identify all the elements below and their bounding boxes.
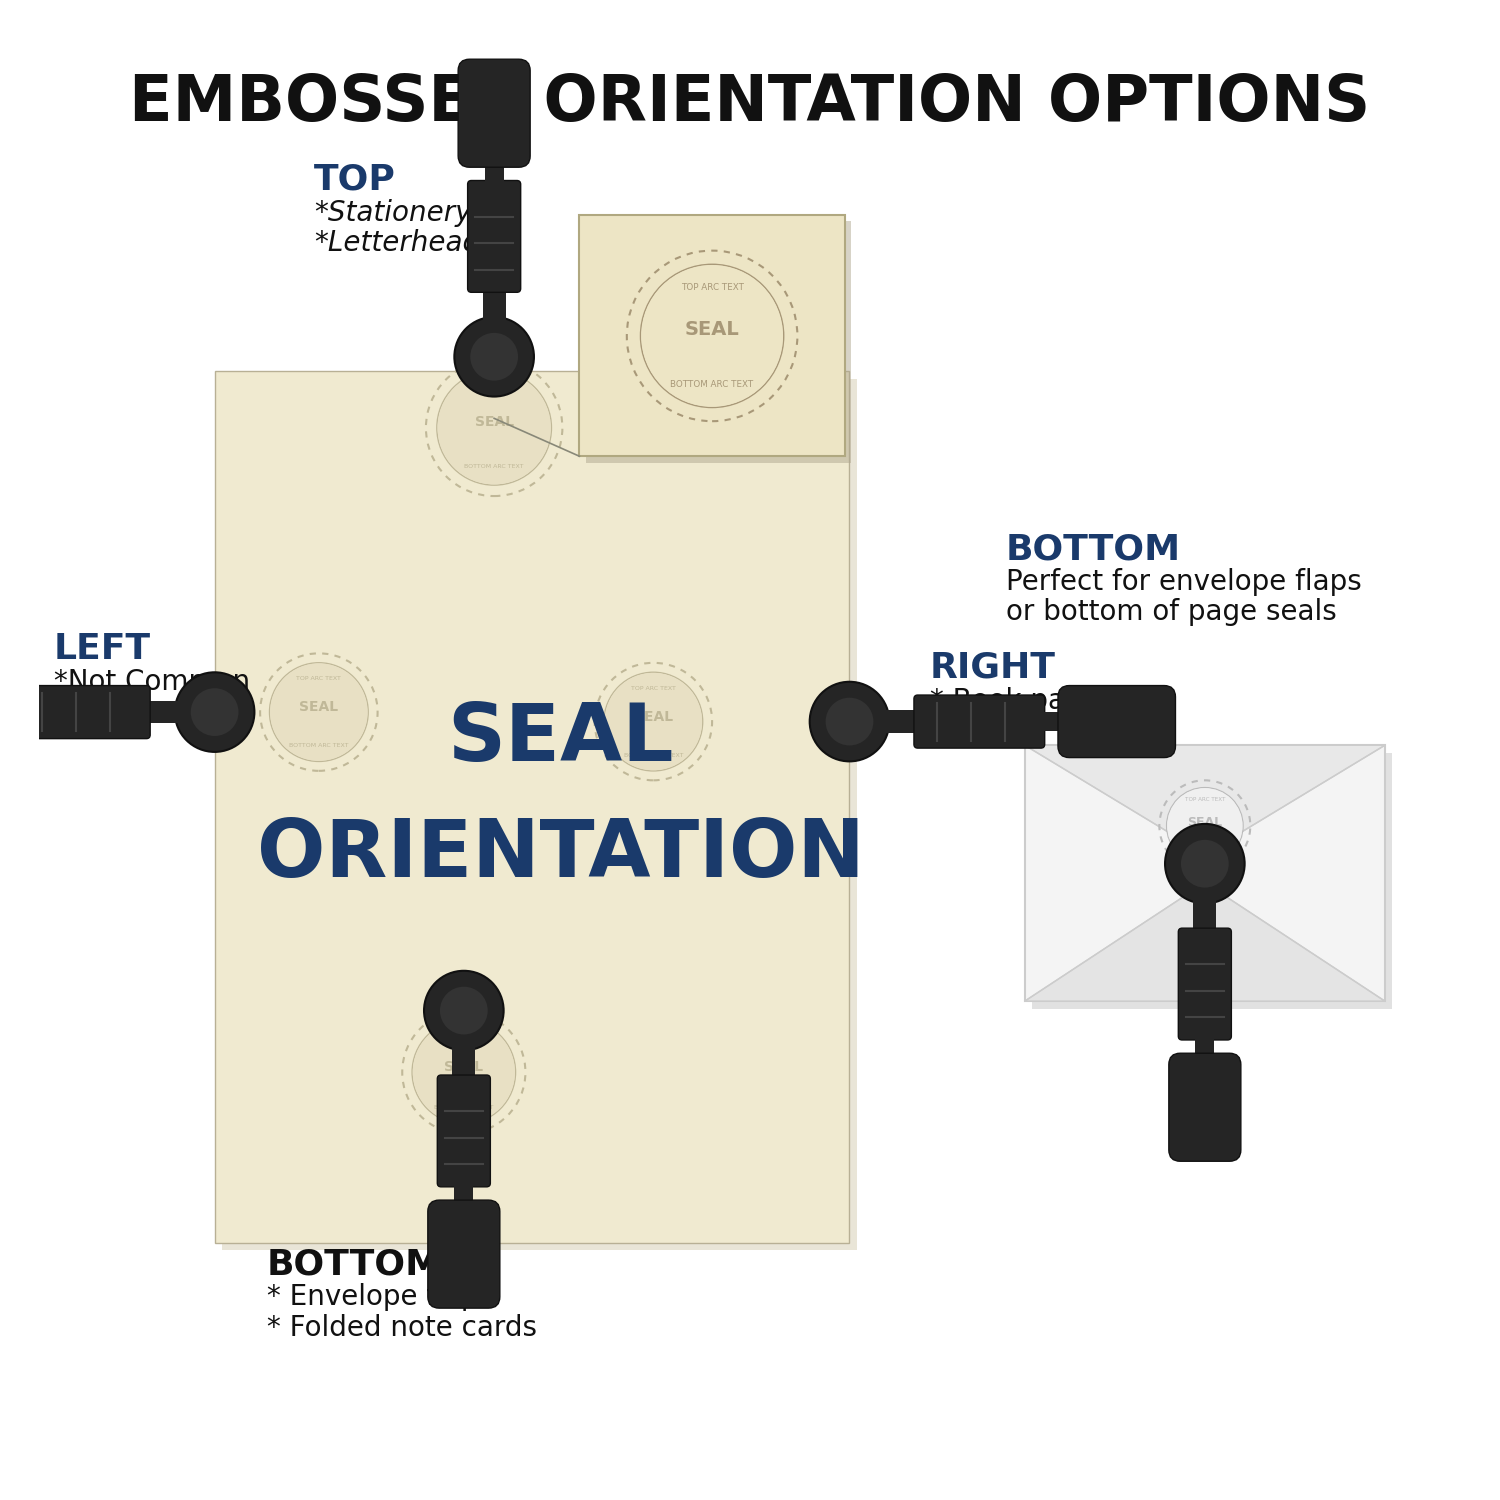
Circle shape xyxy=(440,987,488,1035)
Circle shape xyxy=(1180,840,1228,888)
FancyBboxPatch shape xyxy=(427,1200,500,1308)
Circle shape xyxy=(270,663,368,760)
Bar xyxy=(454,1184,474,1212)
Circle shape xyxy=(825,698,873,746)
Text: BOTTOM ARC TEXT: BOTTOM ARC TEXT xyxy=(1178,849,1231,853)
Text: *Letterhead: *Letterhead xyxy=(314,230,480,256)
Text: * Folded note cards: * Folded note cards xyxy=(267,1314,537,1342)
Text: BOTTOM ARC TEXT: BOTTOM ARC TEXT xyxy=(290,742,348,748)
FancyBboxPatch shape xyxy=(20,686,150,738)
Text: BOTTOM ARC TEXT: BOTTOM ARC TEXT xyxy=(624,753,682,758)
Text: SEAL: SEAL xyxy=(474,416,513,429)
Circle shape xyxy=(176,672,255,752)
Bar xyxy=(484,156,504,184)
Text: TOP ARC TEXT: TOP ARC TEXT xyxy=(441,1035,486,1040)
Text: TOP ARC TEXT: TOP ARC TEXT xyxy=(632,686,676,690)
Polygon shape xyxy=(1024,746,1384,853)
FancyBboxPatch shape xyxy=(1058,686,1176,758)
FancyBboxPatch shape xyxy=(1168,1053,1240,1161)
Circle shape xyxy=(413,1022,515,1124)
Text: SEAL: SEAL xyxy=(300,700,339,714)
Text: *Stationery: *Stationery xyxy=(314,198,471,226)
Circle shape xyxy=(642,266,783,406)
FancyBboxPatch shape xyxy=(1179,928,1231,1040)
Text: SEAL: SEAL xyxy=(1188,816,1222,828)
Text: BOTTOM: BOTTOM xyxy=(267,1248,442,1281)
FancyBboxPatch shape xyxy=(1024,746,1384,1000)
Text: or bottom of page seals: or bottom of page seals xyxy=(1007,598,1336,627)
Polygon shape xyxy=(1024,882,1384,1001)
Text: TOP: TOP xyxy=(314,162,396,196)
Text: * Book page: * Book page xyxy=(930,687,1100,714)
FancyBboxPatch shape xyxy=(914,694,1044,748)
Text: SEAL: SEAL xyxy=(444,1060,483,1074)
Text: SEAL: SEAL xyxy=(634,710,674,724)
Bar xyxy=(453,1046,476,1078)
Text: RIGHT: RIGHT xyxy=(930,651,1056,684)
Text: Perfect for envelope flaps: Perfect for envelope flaps xyxy=(1007,568,1362,596)
Text: * Envelope flaps: * Envelope flaps xyxy=(267,1284,492,1311)
Bar xyxy=(0,702,22,721)
Circle shape xyxy=(1167,788,1242,864)
Text: BOTTOM ARC TEXT: BOTTOM ARC TEXT xyxy=(670,380,753,388)
FancyBboxPatch shape xyxy=(468,180,520,292)
Bar xyxy=(1194,898,1216,932)
Circle shape xyxy=(454,316,534,396)
FancyBboxPatch shape xyxy=(579,214,844,456)
Text: SEAL: SEAL xyxy=(447,700,674,778)
Bar xyxy=(1041,712,1070,730)
FancyBboxPatch shape xyxy=(458,58,530,166)
Text: SEAL: SEAL xyxy=(684,320,740,339)
Bar xyxy=(147,700,180,723)
Bar xyxy=(885,710,918,734)
Text: BOTTOM ARC TEXT: BOTTOM ARC TEXT xyxy=(433,1106,494,1110)
Text: TOP ARC TEXT: TOP ARC TEXT xyxy=(681,284,744,292)
Circle shape xyxy=(604,674,702,771)
Text: EMBOSSER ORIENTATION OPTIONS: EMBOSSER ORIENTATION OPTIONS xyxy=(129,72,1371,135)
Bar xyxy=(1196,1036,1215,1065)
FancyBboxPatch shape xyxy=(214,370,849,1242)
Circle shape xyxy=(471,333,518,381)
Text: TOP ARC TEXT: TOP ARC TEXT xyxy=(471,387,516,392)
FancyBboxPatch shape xyxy=(0,676,6,748)
Circle shape xyxy=(190,688,238,736)
Text: ORIENTATION: ORIENTATION xyxy=(256,816,864,894)
Circle shape xyxy=(424,970,504,1050)
Circle shape xyxy=(810,682,889,762)
FancyBboxPatch shape xyxy=(586,220,852,464)
Text: TOP ARC TEXT: TOP ARC TEXT xyxy=(1185,798,1225,802)
FancyBboxPatch shape xyxy=(1032,753,1392,1008)
Circle shape xyxy=(1166,824,1245,903)
Text: LEFT: LEFT xyxy=(54,632,150,666)
Text: BOTTOM ARC TEXT: BOTTOM ARC TEXT xyxy=(465,464,524,470)
Circle shape xyxy=(438,370,550,484)
FancyBboxPatch shape xyxy=(438,1076,491,1186)
FancyBboxPatch shape xyxy=(222,378,856,1251)
Text: TOP ARC TEXT: TOP ARC TEXT xyxy=(297,676,342,681)
Text: *Not Common: *Not Common xyxy=(54,668,249,696)
Text: BOTTOM: BOTTOM xyxy=(1007,532,1180,566)
Bar xyxy=(483,288,506,321)
